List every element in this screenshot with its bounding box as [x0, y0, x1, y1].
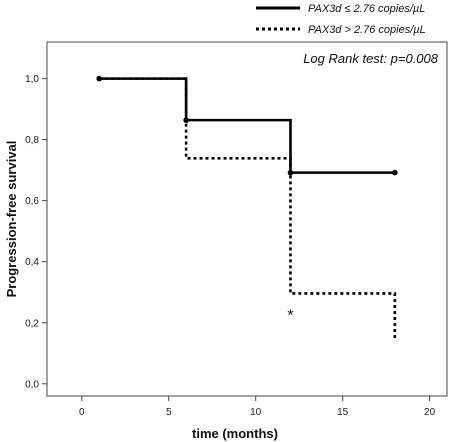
- legend: PAX3d ≤ 2.76 copies/µL PAX3d > 2.76 copi…: [256, 3, 426, 36]
- x-tick-label: 15: [337, 407, 349, 418]
- series-line-1: [99, 77, 397, 339]
- series-layer: [96, 75, 398, 339]
- x-tick-label: 20: [424, 407, 436, 418]
- x-tick-label: 0: [79, 407, 85, 418]
- censor-mark: [392, 169, 398, 176]
- plot-area: [46, 41, 448, 397]
- x-tick-label: 5: [166, 407, 172, 418]
- y-tick-label: 0,6: [25, 196, 39, 207]
- y-tick-label: 0,2: [25, 318, 39, 329]
- x-tick-label: 10: [250, 407, 262, 418]
- censor-mark: [96, 75, 102, 82]
- legend-label-series-0: PAX3d ≤ 2.76 copies/µL: [308, 3, 425, 15]
- y-tick-label: 0,0: [25, 379, 39, 390]
- x-axis-ticks: 0 5 10 15 20: [79, 396, 436, 418]
- log-rank-annotation: Log Rank test: p=0.008: [303, 51, 439, 66]
- y-axis-title: Progression-free survival: [4, 141, 19, 298]
- significance-marker: *: [287, 308, 293, 325]
- legend-label-series-1: PAX3d > 2.76 copies/µL: [308, 24, 426, 36]
- y-axis-ticks: 0,0 0,2 0,4 0,6 0,8 1,0: [25, 74, 47, 390]
- y-tick-label: 0,8: [25, 135, 39, 146]
- y-tick-label: 0,4: [25, 257, 39, 268]
- censor-mark: [287, 169, 294, 176]
- x-axis-title: time (months): [192, 426, 278, 441]
- y-tick-label: 1,0: [25, 74, 39, 85]
